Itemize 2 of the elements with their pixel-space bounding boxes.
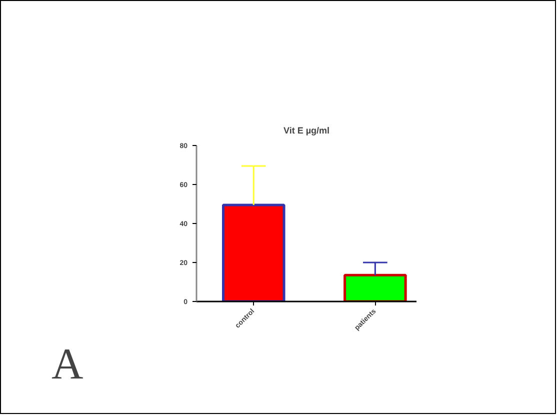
chart-title: Vit E µg/ml — [283, 126, 330, 136]
text: A — [52, 340, 84, 388]
